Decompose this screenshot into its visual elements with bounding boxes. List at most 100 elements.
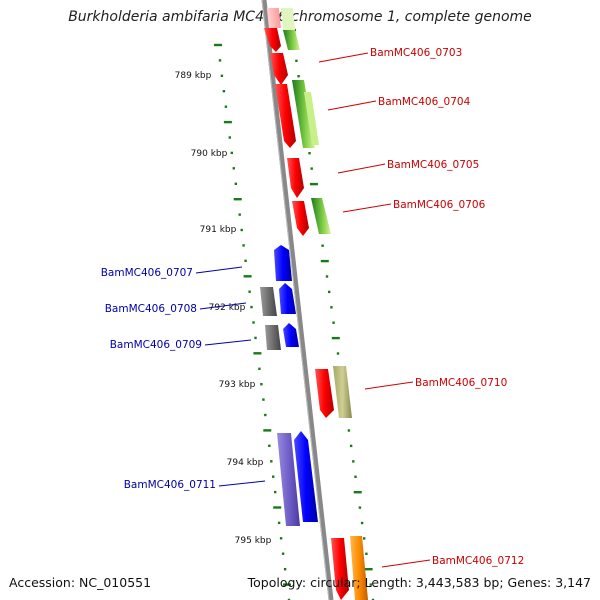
minor-tick: [218, 59, 222, 62]
gene-arrow-reverse[interactable]: [279, 283, 296, 314]
genome-summary-text: Topology: circular; Length: 3,443,583 bp…: [247, 575, 591, 590]
gene-label[interactable]: BamMC406_0711: [124, 479, 216, 491]
major-tick: [364, 568, 373, 571]
gene-label[interactable]: BamMC406_0703: [370, 47, 462, 59]
gene-label[interactable]: BamMC406_0708: [105, 303, 197, 315]
gene-arrow-forward[interactable]: [287, 158, 304, 198]
gene-arrow-reverse[interactable]: [274, 245, 292, 281]
minor-tick: [234, 182, 237, 185]
gene-block-gray[interactable]: [265, 325, 281, 350]
chromosome-backbone: [261, 0, 334, 600]
minor-tick: [277, 521, 281, 525]
gene-block-green[interactable]: [283, 30, 300, 50]
minor-tick: [222, 90, 226, 93]
gene-label[interactable]: BamMC406_0709: [110, 339, 202, 351]
major-tick: [253, 352, 262, 355]
minor-tick: [297, 75, 300, 78]
tick-label: 790 kbp: [191, 149, 228, 159]
gene-block-khaki[interactable]: [333, 366, 352, 418]
minor-tick: [336, 352, 340, 355]
gene-arrow-forward[interactable]: [331, 538, 349, 600]
gene-label[interactable]: BamMC406_0704: [378, 96, 471, 108]
gene-block-gray[interactable]: [260, 287, 277, 316]
major-tick: [263, 429, 272, 432]
minor-tick: [258, 367, 261, 370]
minor-tick: [244, 259, 247, 262]
minor-tick: [352, 460, 355, 463]
minor-tick: [248, 290, 251, 293]
minor-tick: [358, 506, 362, 509]
gene-arrow-forward[interactable]: [264, 28, 281, 52]
gene-label[interactable]: BamMC406_0707: [101, 267, 193, 279]
gene-label[interactable]: BamMC406_0712: [432, 555, 524, 567]
minor-tick: [264, 413, 267, 417]
minor-tick: [220, 74, 224, 77]
gene-arrow-forward[interactable]: [315, 369, 334, 418]
gene-arrow-forward[interactable]: [270, 53, 288, 85]
major-tick: [283, 583, 291, 586]
gene-block-partial: [266, 8, 281, 28]
minor-tick: [349, 444, 353, 448]
tick-label: 789 kbp: [175, 71, 212, 81]
minor-tick: [310, 167, 313, 170]
minor-tick: [287, 598, 291, 600]
minor-tick: [354, 475, 357, 478]
gene-block-purple[interactable]: [277, 433, 300, 526]
minor-tick: [224, 105, 228, 108]
major-tick: [243, 275, 252, 278]
gene-block-orange[interactable]: [350, 536, 368, 600]
minor-tick: [360, 521, 364, 525]
label-leader-lines: [195, 52, 431, 568]
accession-text: Accession: NC_010551: [9, 575, 152, 590]
minor-tick: [371, 598, 375, 600]
gene-features: [260, 8, 368, 600]
major-tick: [331, 336, 340, 340]
minor-tick: [347, 429, 351, 432]
minor-tick: [270, 460, 273, 463]
major-tick: [320, 259, 329, 263]
minor-tick: [274, 490, 277, 494]
minor-tick: [295, 59, 298, 62]
major-tick: [233, 198, 242, 201]
major-tick: [273, 506, 282, 509]
minor-tick: [330, 306, 333, 309]
kbp-tick-labels: 789 kbp 790 kbp 791 kbp 792 kbp 793 kbp 794 k…: [175, 71, 272, 546]
minor-tick: [262, 398, 265, 401]
major-tick: [223, 120, 232, 124]
tick-label: 793 kbp: [219, 380, 256, 390]
gene-block-partial-green: [280, 8, 296, 30]
minor-tick: [279, 537, 283, 540]
gene-arrow-reverse[interactable]: [283, 323, 299, 347]
map-title: Burkholderia ambifaria MC40-6 chromosome…: [68, 9, 532, 25]
tick-label: 792 kbp: [209, 303, 246, 313]
tick-label: 795 kbp: [235, 536, 272, 546]
gene-label[interactable]: BamMC406_0706: [393, 199, 486, 211]
major-tick: [353, 491, 362, 494]
minor-tick: [283, 568, 287, 571]
tick-label: 794 kbp: [227, 458, 264, 468]
minor-tick: [332, 321, 335, 324]
gene-block-green-light[interactable]: [304, 92, 319, 145]
tick-label: 791 kbp: [200, 225, 237, 235]
gene-arrow-forward[interactable]: [292, 201, 309, 236]
gene-label-group: BamMC406_0703 BamMC406_0704 BamMC406_070…: [101, 47, 525, 567]
minor-tick: [363, 537, 366, 540]
minor-tick: [228, 136, 231, 139]
minor-tick: [272, 475, 275, 478]
major-tick: [214, 43, 222, 47]
minor-tick: [230, 151, 233, 155]
gene-label[interactable]: BamMC406_0705: [387, 159, 479, 171]
gene-block-green[interactable]: [292, 80, 315, 148]
gene-label[interactable]: BamMC406_0710: [415, 377, 507, 389]
gene-arrow-forward[interactable]: [275, 84, 296, 148]
minor-tick: [242, 244, 245, 247]
minor-tick: [250, 305, 253, 309]
minor-tick: [232, 167, 235, 170]
gene-block-green[interactable]: [311, 198, 331, 234]
gene-arrow-reverse[interactable]: [294, 431, 318, 522]
minor-tick: [238, 213, 241, 216]
inner-tick-track: [214, 43, 291, 600]
minor-tick: [240, 228, 243, 232]
minor-tick: [268, 444, 271, 447]
minor-tick: [321, 244, 324, 247]
